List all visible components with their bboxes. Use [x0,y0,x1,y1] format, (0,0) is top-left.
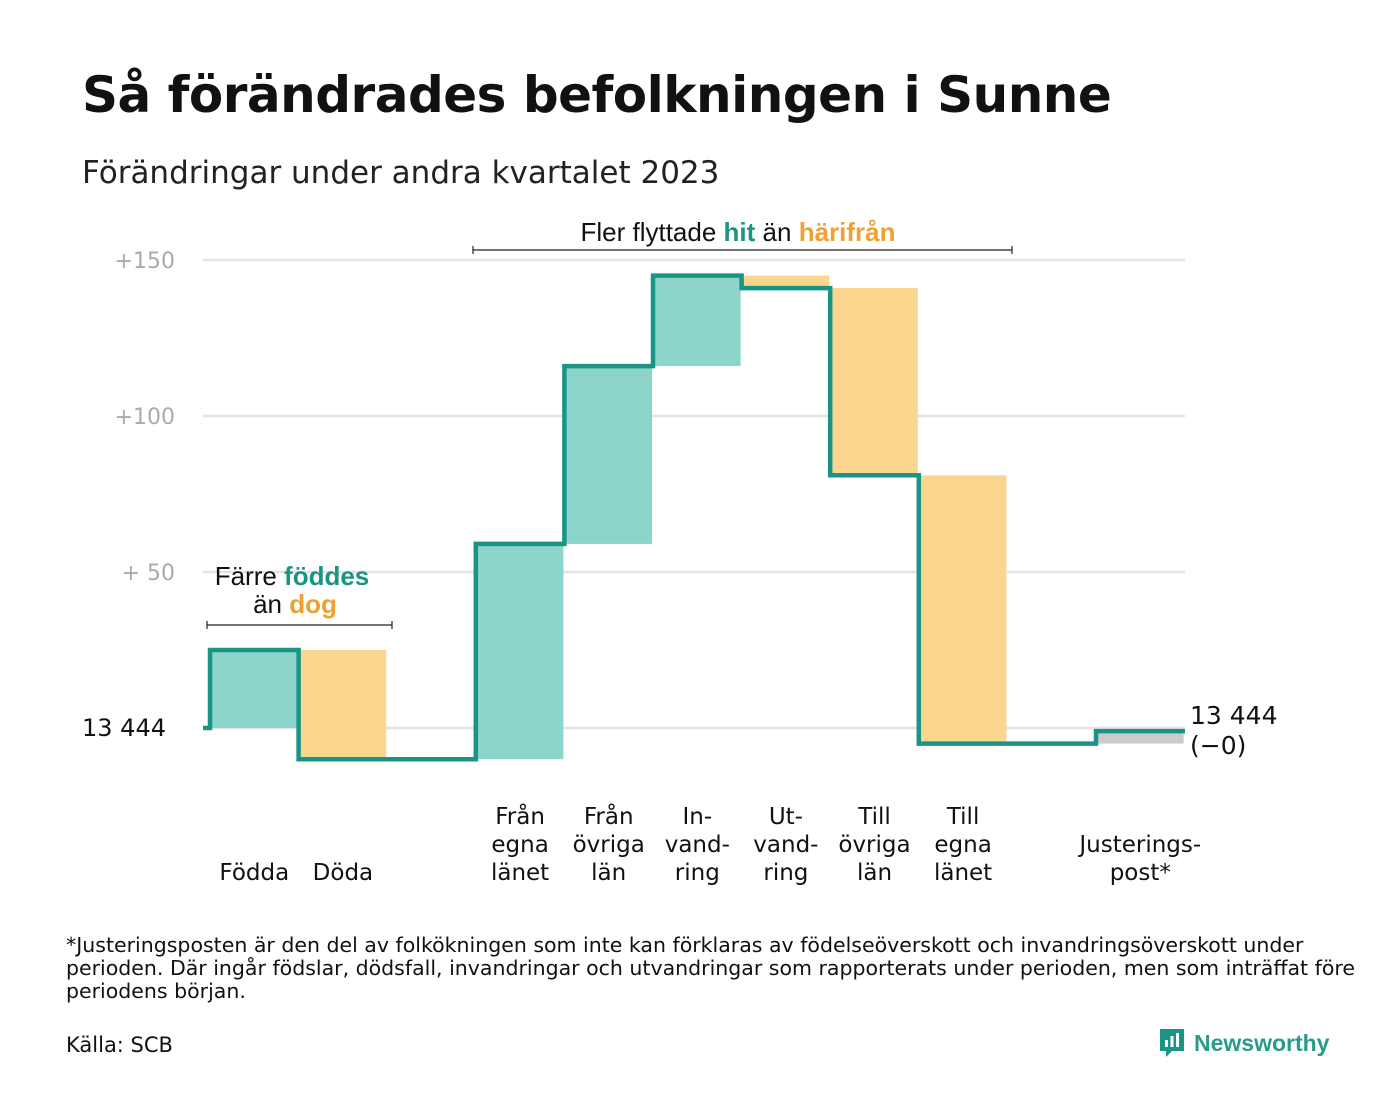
migration-annotation-part: härifrån [799,217,896,247]
category-label: län [591,860,626,886]
category-label: övriga [838,832,910,858]
waterfall-bar [565,366,652,544]
brand-logo: Newsworthy [1158,1027,1329,1059]
y-tick-label: +100 [115,405,175,430]
base-value-label: 13 444 [82,714,166,742]
end-change-label: (−0) [1190,731,1246,760]
y-tick-label: +150 [115,249,175,274]
category-label: Från [495,802,545,830]
category-label: Till [857,804,891,830]
source-label: Källa: SCB [66,1033,173,1057]
y-tick-label: + 50 [122,561,175,586]
category-label: Döda [313,860,373,886]
births-annotation-line1-part: föddes [284,561,369,591]
births-annotation-line2-part: än [253,589,289,619]
births-annotation-line2-part: dog [289,589,337,619]
category-label: övriga [573,832,645,858]
category-label: vand- [753,832,818,858]
category-label: Från [584,802,634,830]
category-label: ring [675,860,720,886]
migration-annotation-part: Fler flyttade [580,217,723,247]
waterfall-bar [654,275,741,367]
category-label: länet [934,860,992,886]
category-label: Ut- [769,804,803,830]
page-subtitle: Förändringar under andra kvartalet 2023 [82,155,720,191]
category-label: länet [491,860,549,886]
migration-annotation: Fler flyttade hit än härifrån [580,217,895,247]
category-label: län [857,860,892,886]
migration-annotation-part: hit [724,217,756,247]
newsworthy-chart-icon [1160,1029,1184,1057]
category-label: egna [491,832,548,858]
category-label: Födda [219,860,289,886]
brand-name: Newsworthy [1194,1029,1330,1056]
category-label: post* [1110,860,1171,886]
waterfall-bar [476,543,564,760]
category-label: egna [934,832,991,858]
waterfall-bar [919,475,1007,744]
births-annotation-line2: än dog [253,589,337,619]
waterfall-bar [742,275,830,289]
category-label: In- [682,804,712,830]
footnote: *Justeringsposten är den del av folkökni… [66,933,1355,1003]
births-annotation-line1-part: Färre [215,561,284,591]
waterfall-bar [211,650,298,728]
cumulative-step-line [203,273,1185,762]
births-annotation-line1: Färre föddes [215,561,370,591]
category-label: ring [763,860,808,886]
end-value-label: 13 444 [1190,701,1277,730]
category-label: Justerings- [1077,832,1201,858]
waterfall-bar [831,288,918,476]
waterfall-bar [1097,731,1184,744]
category-label: vand- [665,832,730,858]
page-title: Så förändrades befolkningen i Sunne [82,66,1112,124]
category-label: Till [946,804,980,830]
waterfall-bar [299,650,387,760]
migration-annotation-part: än [755,217,798,247]
